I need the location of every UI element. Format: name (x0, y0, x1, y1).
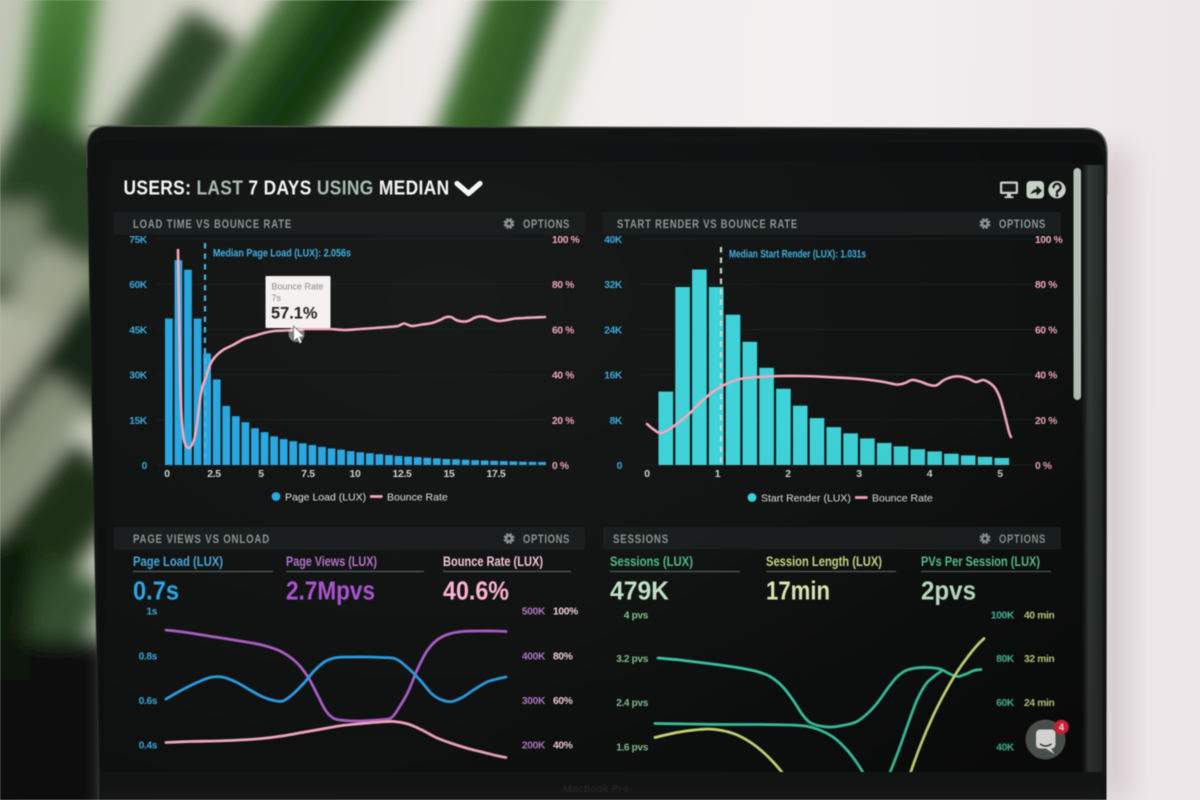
svg-text:MacBook Pro: MacBook Pro (563, 784, 629, 795)
